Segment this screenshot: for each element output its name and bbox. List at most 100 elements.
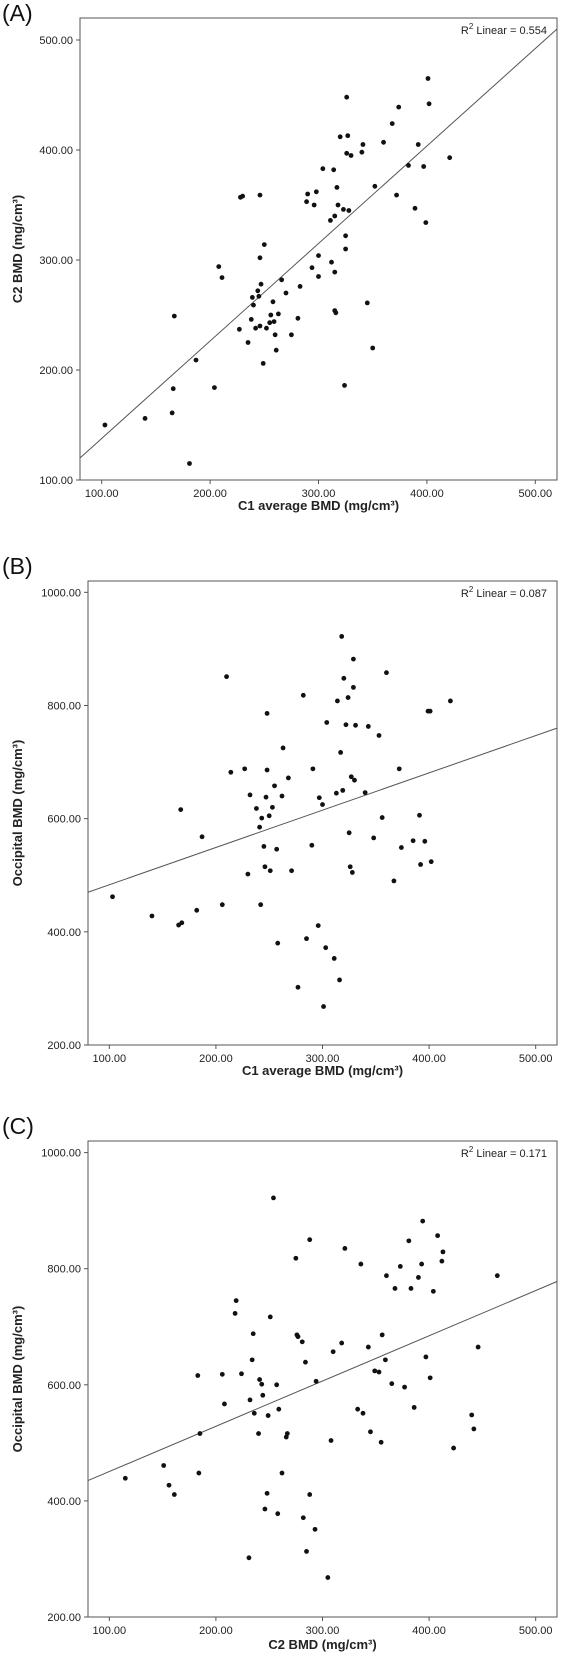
panel-a: (A) 100.00 200.00 300.00 400.00 500.00 100.00… [0,0,567,520]
data-point [347,864,353,870]
data-point [310,766,316,772]
data-point [263,794,269,800]
data-point [295,315,301,321]
data-point [267,1314,273,1320]
data-point [280,745,286,751]
data-point [422,838,428,844]
x-tick-label: 100.00 [85,488,119,500]
data-point [339,634,345,639]
data-point [370,345,376,351]
data-point [358,1261,364,1267]
data-point [297,284,303,289]
data-point [219,902,225,908]
y-tick-label: 200.00 [39,365,73,377]
r2-label: R2 Linear = 0.171 [461,1145,547,1160]
data-point [343,246,349,252]
data-point [430,1288,436,1294]
x-tick-label: 500.00 [519,1053,553,1065]
data-point [265,1413,271,1418]
data-point [376,733,382,738]
data-point [312,1526,318,1532]
data-point [411,1405,417,1410]
data-point [342,1245,348,1251]
data-point [259,815,265,821]
x-tick-label: 200.00 [199,1625,233,1637]
data-point [331,167,337,173]
x-tick-label: 200.00 [193,488,227,500]
data-point [406,1238,412,1244]
data-point [362,790,368,796]
data-point [364,300,370,306]
data-point [169,410,175,416]
data-point [379,815,385,820]
data-point [475,1344,481,1350]
data-point [471,1426,477,1432]
data-point [195,1373,201,1378]
data-point [313,189,319,195]
data-point [309,842,315,848]
data-point [275,1511,281,1517]
x-tick-label: 400.00 [410,488,444,500]
x-axis-label: C1 average BMD (mg/cm³) [238,498,399,513]
data-point [212,385,217,390]
data-point [275,940,281,946]
data-point [398,845,404,850]
data-point [315,923,321,929]
data-point [264,711,270,716]
x-tick-label: 100.00 [92,1053,126,1065]
y-tick-label: 800.00 [47,1264,81,1276]
data-point [419,1261,425,1267]
chart-b: 100.00 200.00 300.00 400.00 500.00 200.00 400.… [10,580,558,1078]
data-point [253,325,259,331]
data-point [396,104,402,110]
data-point [324,720,330,725]
panel-a-label: (A) [2,0,33,26]
data-point [271,1195,276,1201]
data-point [275,311,281,317]
data-point [249,295,255,300]
data-point [351,656,356,662]
data-point [349,870,355,875]
data-point [228,769,234,775]
data-point [372,183,378,189]
x-axis-label: C2 BMD (mg/cm³) [268,1637,376,1652]
x-tick-label: 300.00 [306,1053,340,1065]
y-tick-label: 600.00 [47,1380,81,1392]
data-point [427,1375,433,1381]
x-tick-label: 300.00 [302,488,336,500]
data-point [289,868,294,874]
data-point [435,1233,441,1239]
data-point [332,269,338,275]
data-point [262,864,268,870]
fit-line-a [79,28,558,459]
data-point [372,1368,378,1374]
data-point [270,299,276,305]
data-point [337,977,342,983]
data-point [323,945,329,951]
data-point [142,416,148,421]
panel-c-label: (C) [2,1113,34,1139]
data-point [451,1445,457,1451]
data-point [219,275,225,280]
data-point [245,871,251,877]
y-axis-label: Occipital BMD (mg/cm³) [10,1306,25,1453]
data-point [122,1475,128,1481]
data-point [423,220,429,226]
data-point [348,153,354,158]
data-point [299,1339,305,1345]
data-point [412,205,418,211]
data-point [384,1273,389,1279]
data-point [256,293,262,299]
plot-frame-a [79,17,558,481]
data-point [300,692,306,698]
plot-frame-c [87,1140,558,1618]
data-point [307,1237,313,1243]
data-point [273,347,279,353]
data-point [224,674,229,680]
data-point [355,1406,361,1412]
data-point [110,894,115,900]
data-point [341,207,346,212]
data-point [332,213,338,219]
data-point [219,1371,225,1377]
data-point [261,843,267,849]
